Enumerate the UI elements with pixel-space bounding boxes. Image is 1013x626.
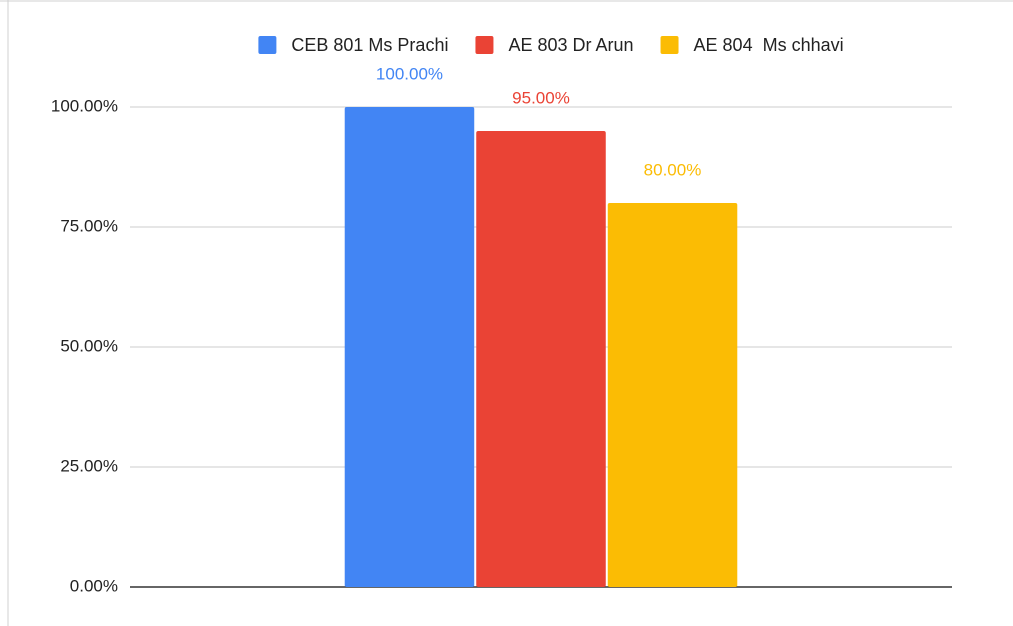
y-tick-label: 75.00% — [60, 216, 118, 235]
value-label: 100.00% — [376, 64, 443, 83]
legend-label: AE 803 Dr Arun — [508, 35, 633, 55]
legend-swatch — [475, 36, 494, 54]
legend-swatch — [258, 36, 277, 54]
value-label: 95.00% — [512, 88, 570, 107]
bar — [344, 107, 475, 587]
bar — [476, 131, 606, 587]
legend-label: CEB 801 Ms Prachi — [291, 35, 448, 55]
y-tick-label: 100.00% — [51, 96, 118, 115]
value-label: 80.00% — [644, 160, 702, 179]
legend-label: AE 804 Ms chhavi — [694, 35, 844, 55]
y-tick-label: 50.00% — [60, 336, 118, 355]
bar — [607, 203, 738, 587]
y-tick-label: 25.00% — [60, 456, 118, 475]
y-tick-label: 0.00% — [70, 576, 118, 595]
legend-swatch — [660, 36, 679, 54]
